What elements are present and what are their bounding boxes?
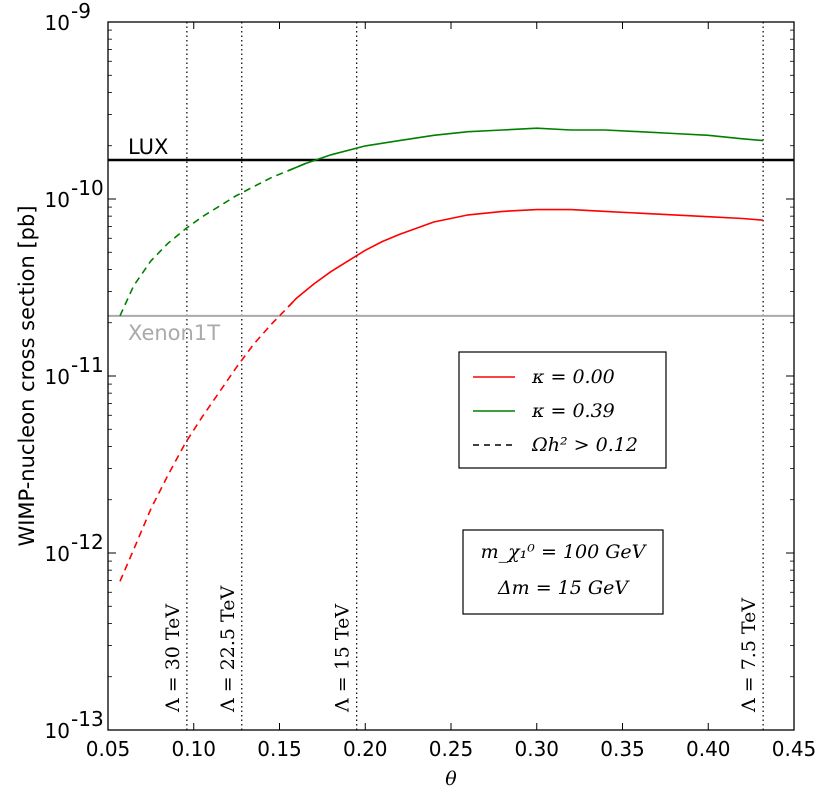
legend-label-2: Ωh² > 0.12: [531, 434, 638, 456]
y-tick-label-1: 10: [45, 542, 70, 566]
y-tick-label-3: 10: [45, 188, 70, 212]
y-tick-label-4: 10: [45, 11, 70, 35]
x-tick-label-4: 0.25: [429, 737, 474, 761]
x-tick-label-8: 0.45: [772, 737, 817, 761]
x-tick-label-7: 0.40: [686, 737, 731, 761]
vline-label-1: Λ = 22.5 TeV: [217, 585, 239, 713]
x-tick-label-6: 0.35: [600, 737, 645, 761]
info-line-1: Δm = 15 GeV: [497, 577, 630, 599]
x-tick-label-3: 0.20: [343, 737, 388, 761]
series-0-dashed: [119, 297, 298, 582]
y-tick-exp-2: -11: [71, 353, 104, 377]
series-1-solid: [287, 127, 764, 172]
lux-label: LUX: [128, 135, 168, 159]
y-tick-exp-3: -10: [71, 176, 104, 200]
y-axis-label: WIMP-nucleon cross section [pb]: [15, 205, 39, 546]
plot-frame: [107, 21, 795, 731]
y-tick-exp-4: -9: [71, 0, 91, 23]
legend-label-1: κ = 0.39: [531, 400, 615, 422]
xenon1t-label: Xenon1T: [128, 321, 220, 345]
vline-label-3: Λ = 7.5 TeV: [738, 598, 760, 713]
x-tick-label-1: 0.10: [171, 737, 216, 761]
info-box: [462, 529, 664, 615]
legend-label-0: κ = 0.00: [531, 366, 615, 388]
y-tick-exp-0: -13: [71, 707, 104, 731]
series-1-dashed: [119, 162, 306, 317]
x-tick-label-0: 0.05: [86, 737, 131, 761]
y-tick-exp-1: -12: [71, 530, 104, 554]
vline-label-2: Λ = 15 TeV: [332, 604, 354, 713]
x-tick-label-5: 0.30: [514, 737, 559, 761]
x-axis-label: θ: [445, 768, 457, 790]
info-line-0: m_χ₁⁰ = 100 GeV: [481, 541, 648, 563]
x-tick-label-2: 0.15: [257, 737, 302, 761]
series-0-solid: [287, 208, 764, 308]
y-tick-label-0: 10: [45, 719, 70, 743]
y-tick-label-2: 10: [45, 365, 70, 389]
vline-label-0: Λ = 30 TeV: [162, 604, 184, 713]
legend-box: [458, 351, 667, 469]
